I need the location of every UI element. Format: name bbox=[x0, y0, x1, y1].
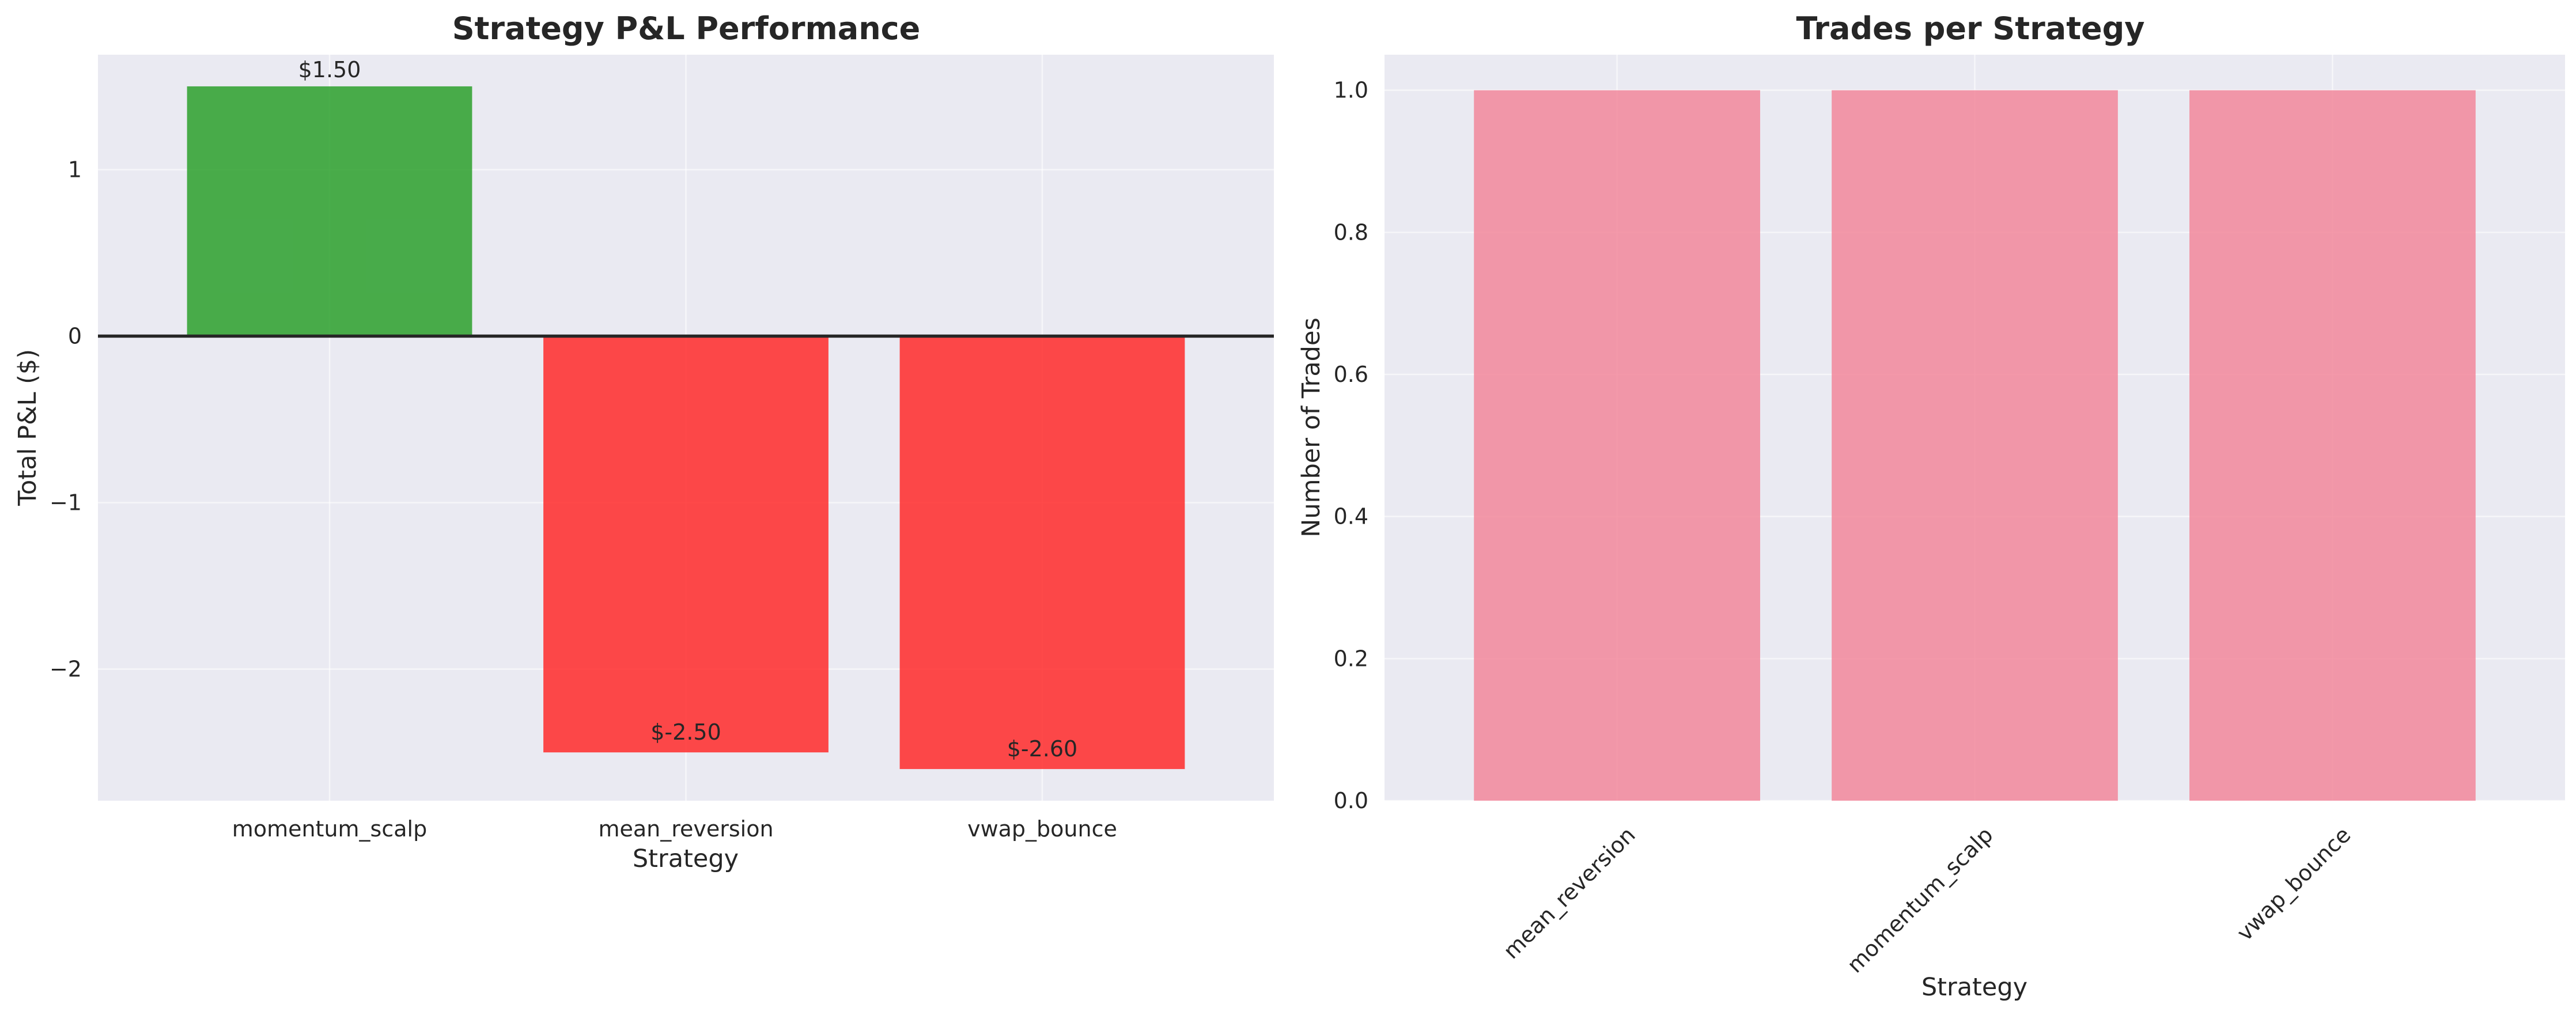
pnl-chart: Strategy P&L Performance −2 −1 0 1 momentum… bbox=[13, 10, 1274, 873]
trades-bar-mean_reversion bbox=[1474, 90, 1760, 801]
pnl-data-label: $-2.50 bbox=[650, 719, 721, 745]
pnl-x-tick-label: mean_reversion bbox=[598, 816, 773, 842]
pnl-y-tick-label: 1 bbox=[68, 157, 82, 182]
pnl-y-tick-label: −1 bbox=[50, 490, 82, 516]
pnl-x-tick-label: momentum_scalp bbox=[232, 816, 427, 842]
pnl-data-label: $-2.60 bbox=[1007, 736, 1078, 762]
trades-y-tick-label: 0.0 bbox=[1334, 788, 1368, 813]
trades-x-tick-label: momentum_scalp bbox=[1842, 822, 1998, 978]
trades-x-tick-label: vwap_bounce bbox=[2232, 822, 2356, 946]
pnl-y-axis-label: Total P&L ($) bbox=[13, 349, 42, 506]
pnl-y-ticks: −2 −1 0 1 bbox=[50, 157, 82, 681]
trades-chart: Trades per Strategy 0.0 0.2 0.4 0.6 0.8 1.0 m… bbox=[1297, 10, 2565, 1002]
trades-bars bbox=[1474, 90, 2476, 801]
trades-x-axis-label: Strategy bbox=[1921, 973, 2027, 1002]
trades-bar-vwap_bounce bbox=[2189, 90, 2476, 801]
pnl-x-axis-label: Strategy bbox=[633, 844, 739, 873]
pnl-y-tick-label: −2 bbox=[50, 657, 82, 682]
pnl-data-labels: $1.50 $-2.50 $-2.60 bbox=[298, 57, 1078, 762]
trades-y-axis-label: Number of Trades bbox=[1297, 317, 1326, 537]
trades-y-tick-label: 0.8 bbox=[1334, 219, 1368, 245]
trades-chart-title: Trades per Strategy bbox=[1796, 10, 2145, 47]
trades-x-ticks: mean_reversion momentum_scalp vwap_bounce bbox=[1499, 822, 2356, 978]
trades-y-ticks: 0.0 0.2 0.4 0.6 0.8 1.0 bbox=[1334, 78, 1368, 813]
trades-y-tick-label: 0.2 bbox=[1334, 646, 1368, 671]
trades-bar-momentum_scalp bbox=[1832, 90, 2118, 801]
trades-y-tick-label: 0.6 bbox=[1334, 362, 1368, 387]
pnl-bar-momentum_scalp bbox=[187, 86, 472, 336]
trades-y-tick-label: 1.0 bbox=[1334, 78, 1368, 103]
pnl-bars bbox=[187, 86, 1185, 770]
pnl-data-label: $1.50 bbox=[298, 57, 361, 82]
trades-x-tick-label: mean_reversion bbox=[1499, 822, 1640, 964]
trades-y-tick-label: 0.4 bbox=[1334, 504, 1368, 529]
pnl-bar-mean_reversion bbox=[543, 336, 829, 753]
pnl-x-tick-label: vwap_bounce bbox=[967, 816, 1117, 842]
pnl-y-tick-label: 0 bbox=[68, 324, 82, 349]
pnl-chart-title: Strategy P&L Performance bbox=[452, 10, 921, 47]
pnl-x-ticks: momentum_scalp mean_reversion vwap_bounce bbox=[232, 816, 1117, 842]
pnl-bar-vwap_bounce bbox=[899, 336, 1185, 770]
